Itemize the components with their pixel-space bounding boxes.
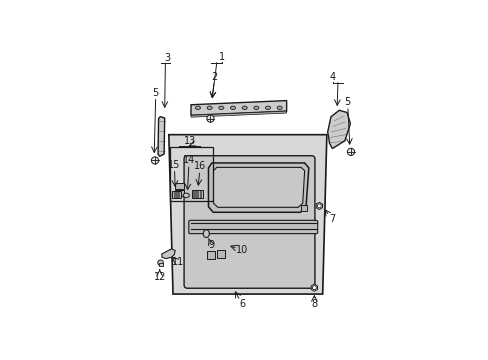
Text: 15: 15 [168,159,180,170]
Bar [175,183,183,189]
Polygon shape [213,167,304,207]
Text: 1: 1 [219,52,225,62]
FancyBboxPatch shape [188,220,317,234]
Polygon shape [310,284,317,291]
Polygon shape [327,110,350,149]
Bar [191,190,203,198]
Bar [207,251,214,260]
Bar [175,190,183,196]
Ellipse shape [277,106,282,109]
Ellipse shape [230,106,235,109]
Ellipse shape [203,230,209,238]
Bar [158,263,163,266]
Text: 7: 7 [328,214,334,224]
Text: 3: 3 [164,53,170,63]
Ellipse shape [195,106,200,109]
Bar [172,191,181,198]
Polygon shape [191,111,286,117]
Text: 10: 10 [235,245,247,255]
Text: 6: 6 [239,299,245,309]
Text: 5: 5 [152,87,159,98]
Circle shape [317,204,321,208]
Circle shape [346,148,354,156]
Bar [170,147,213,201]
Text: 13: 13 [183,136,195,146]
Ellipse shape [218,106,224,109]
Polygon shape [316,202,322,210]
Polygon shape [162,249,175,258]
Circle shape [206,115,214,122]
Polygon shape [168,135,326,294]
Circle shape [158,260,163,266]
Text: 4: 4 [329,72,335,82]
Ellipse shape [242,106,246,109]
Bar [300,205,307,211]
Text: 12: 12 [153,271,165,282]
Text: 5: 5 [344,97,350,107]
Ellipse shape [265,106,270,109]
Text: 14: 14 [183,155,195,165]
Ellipse shape [253,106,258,109]
Text: 2: 2 [211,72,217,82]
FancyBboxPatch shape [183,156,314,288]
Bar [217,250,224,258]
Text: 16: 16 [194,161,206,171]
Text: 9: 9 [208,240,214,250]
Text: 8: 8 [311,299,317,309]
Text: 11: 11 [171,257,184,267]
Circle shape [312,286,316,290]
Ellipse shape [183,193,189,198]
Polygon shape [158,117,164,156]
Circle shape [151,157,158,164]
Ellipse shape [207,106,212,109]
Polygon shape [191,100,286,115]
Polygon shape [208,163,308,212]
